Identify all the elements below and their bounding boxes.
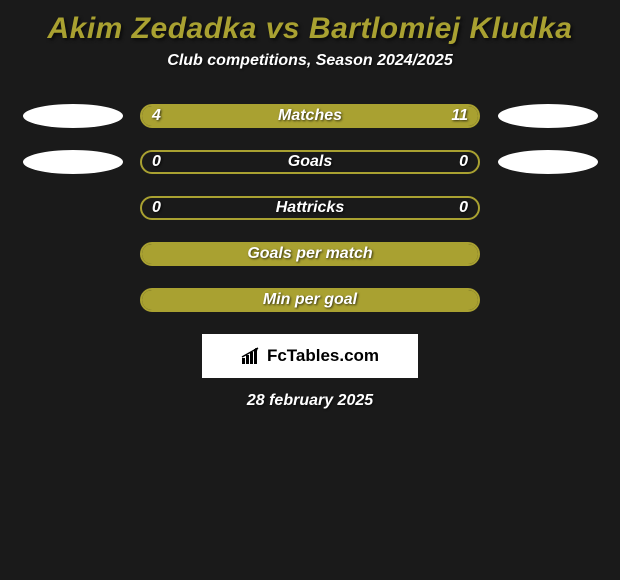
stat-row: Min per goal bbox=[0, 288, 620, 312]
stat-label: Goals per match bbox=[142, 244, 478, 264]
stat-bar: 00Hattricks bbox=[140, 196, 480, 220]
player-b-marker bbox=[498, 150, 598, 174]
bar-chart-icon bbox=[241, 347, 263, 365]
stat-label: Matches bbox=[142, 106, 478, 126]
stat-bar: 411Matches bbox=[140, 104, 480, 128]
brand-box: FcTables.com bbox=[202, 334, 418, 378]
right-ellipse-slot bbox=[480, 104, 615, 128]
stat-label: Hattricks bbox=[142, 198, 478, 218]
brand-label: FcTables.com bbox=[241, 346, 379, 366]
brand-text: FcTables.com bbox=[267, 346, 379, 366]
stat-row: 00Hattricks bbox=[0, 196, 620, 220]
comparison-infographic: Akim Zedadka vs Bartlomiej Kludka Club c… bbox=[0, 0, 620, 410]
date-line: 28 february 2025 bbox=[0, 392, 620, 410]
page-title: Akim Zedadka vs Bartlomiej Kludka bbox=[0, 12, 620, 46]
player-a-marker bbox=[23, 150, 123, 174]
right-ellipse-slot bbox=[480, 150, 615, 174]
stat-rows: 411Matches 00Goals 00Hattricks Goals per ma… bbox=[0, 104, 620, 312]
stat-bar: 00Goals bbox=[140, 150, 480, 174]
player-a-marker bbox=[23, 104, 123, 128]
stat-row: 00Goals bbox=[0, 150, 620, 174]
subtitle: Club competitions, Season 2024/2025 bbox=[0, 52, 620, 70]
stat-row: Goals per match bbox=[0, 242, 620, 266]
player-b-marker bbox=[498, 104, 598, 128]
left-ellipse-slot bbox=[5, 150, 140, 174]
stat-row: 411Matches bbox=[0, 104, 620, 128]
stat-bar: Goals per match bbox=[140, 242, 480, 266]
stat-label: Min per goal bbox=[142, 290, 478, 310]
stat-bar: Min per goal bbox=[140, 288, 480, 312]
stat-label: Goals bbox=[142, 152, 478, 172]
left-ellipse-slot bbox=[5, 104, 140, 128]
